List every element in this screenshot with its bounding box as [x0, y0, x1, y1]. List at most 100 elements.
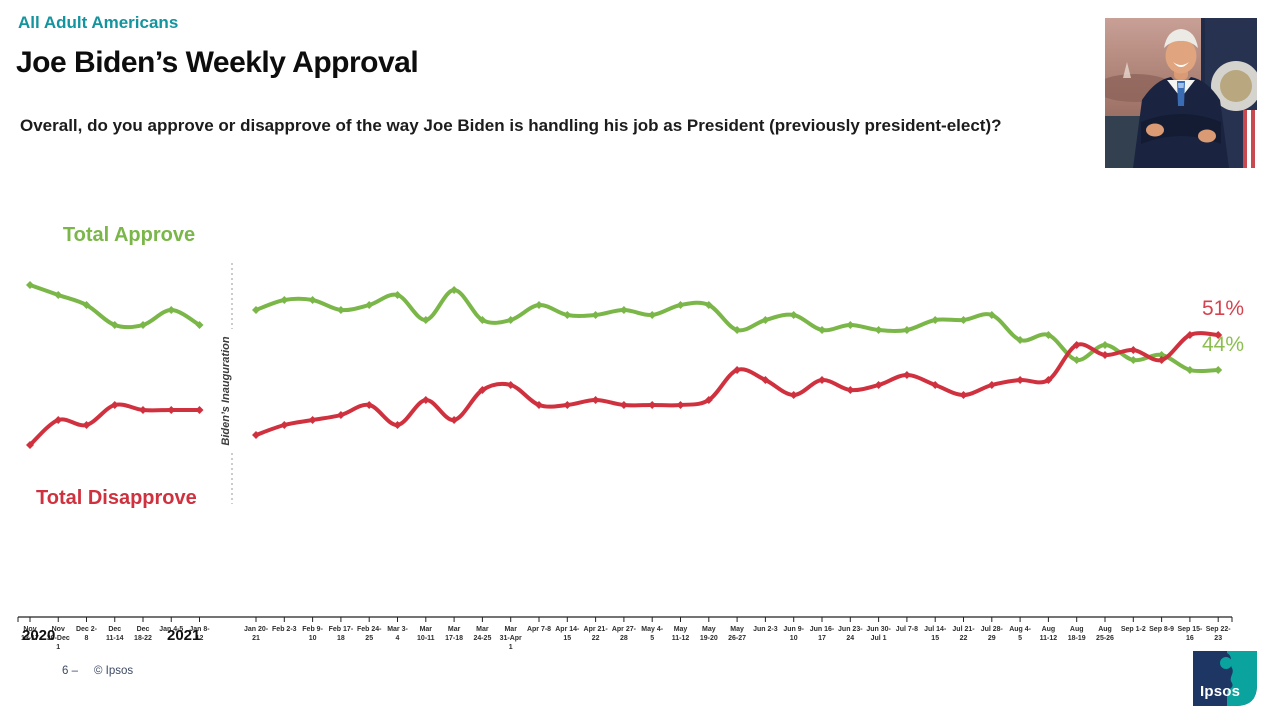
disapprove-marker — [1072, 341, 1081, 349]
approve-pre-marker — [26, 281, 34, 289]
axis-tick-label: Apr 7-8 — [527, 626, 551, 633]
approve-marker — [789, 311, 798, 319]
approve-end-value: 44% — [1202, 333, 1245, 356]
disapprove-line — [254, 331, 1221, 437]
approve-marker — [308, 296, 317, 304]
disapprove-marker — [676, 401, 685, 409]
disapprove-marker — [846, 386, 855, 394]
disapprove-marker — [931, 381, 940, 389]
disapprove-marker — [1214, 331, 1223, 339]
axis-tick-label: Dec 2-8 — [76, 626, 98, 642]
axis-tick-label: Aug 18-19 — [1068, 626, 1086, 642]
axis-tick-label: Mar 31-Apr 1 — [500, 626, 522, 651]
disapprove-marker — [704, 396, 713, 404]
inauguration-annotation: Biden’s Inauguration — [220, 336, 232, 445]
approve-marker — [704, 301, 713, 309]
disapprove-marker — [1101, 351, 1109, 359]
disapprove-marker — [1016, 376, 1025, 384]
year-label-2021: 2021 — [167, 627, 201, 644]
axis-tick-label: Aug 25-26 — [1096, 626, 1114, 642]
axis-tick-label: Jun 9-10 — [783, 626, 804, 642]
axis-tick-label: Mar 10-11 — [417, 626, 435, 642]
disapprove-end-value: 51% — [1202, 297, 1245, 320]
disapprove-marker — [252, 431, 260, 439]
approve-marker — [421, 316, 430, 324]
axis-tick-label: May 4-5 — [641, 626, 663, 642]
approve-pre-marker — [82, 301, 91, 309]
approve-marker — [1101, 341, 1109, 349]
disapprove-marker — [733, 366, 742, 374]
axis-tick-label: Aug 4-5 — [1009, 626, 1031, 642]
axis-tick-label: Jan 4-5 — [159, 626, 183, 633]
footer-note: 6 – © Ipsos — [62, 665, 133, 677]
disapprove-marker — [959, 391, 968, 399]
axis-tick-label: Jun 2-3 — [753, 626, 778, 633]
disapprove-marker — [902, 371, 911, 379]
axis-tick-label: Sep 22-23 — [1206, 626, 1232, 642]
axis-tick-label: Jun 30-Jul 1 — [866, 626, 891, 642]
disapprove-pre-marker — [26, 441, 34, 449]
disapprove-marker — [535, 401, 543, 409]
disapprove-marker — [506, 381, 515, 389]
axis-tick-label: Mar 3-4 — [387, 626, 408, 642]
approve-marker — [563, 311, 572, 319]
disapprove-marker — [619, 401, 628, 409]
approve-marker — [336, 306, 345, 314]
disapprove-marker — [789, 391, 798, 399]
disapprove-marker — [280, 421, 289, 429]
survey-question: Overall, do you approve or disapprove of… — [20, 116, 1002, 135]
axis-tick-label: May 19-20 — [700, 626, 718, 642]
approve-pre-marker — [110, 321, 119, 329]
axis-tick-label: Feb 2-3 — [272, 626, 297, 633]
approve-marker — [1016, 336, 1025, 344]
axis-tick-label: Mar 24-25 — [473, 626, 491, 642]
approve-pre-marker — [195, 321, 204, 329]
disapprove-marker — [1185, 331, 1194, 339]
disapprove-marker — [874, 381, 883, 389]
approve-marker — [450, 286, 459, 294]
disapprove-marker — [818, 376, 826, 384]
approve-marker — [1214, 366, 1223, 374]
approve-marker — [393, 291, 402, 299]
approve-marker — [846, 321, 855, 329]
approve-pre-marker — [54, 291, 63, 299]
approve-marker — [619, 306, 628, 314]
disapprove-pre-marker — [110, 401, 119, 409]
approve-marker — [1044, 331, 1053, 339]
disapprove-marker — [1129, 346, 1138, 354]
disapprove-legend: Total Disapprove — [36, 487, 197, 509]
approve-marker — [902, 326, 911, 334]
page-title: Joe Biden’s Weekly Approval — [16, 46, 419, 79]
disapprove-marker — [591, 396, 600, 404]
disapprove-marker — [1044, 376, 1053, 384]
disapprove-marker — [648, 401, 657, 409]
axis-tick-label: Jun 16-17 — [810, 626, 835, 642]
approve-marker — [252, 306, 260, 314]
axis-tick-label: May 11-12 — [672, 626, 690, 642]
axis-tick-label: Feb 17-18 — [329, 626, 354, 642]
axis-tick-label: Sep 15-16 — [1177, 626, 1203, 642]
approval-chart: Nov 13-17 Nov 30-Dec 1 Dec 2-8 Dec 11-14 Dec 18-2… — [17, 263, 1233, 651]
disapprove-marker — [365, 401, 374, 409]
axis-tick-label: Feb 24-25 — [357, 626, 382, 642]
disapprove-marker — [987, 381, 996, 389]
disapprove-pre-marker — [82, 421, 91, 429]
disapprove-marker — [478, 386, 487, 394]
approve-marker — [535, 301, 543, 309]
approve-pre-marker — [139, 321, 147, 329]
axis-tick-label: Feb 9-10 — [302, 626, 323, 642]
approve-marker — [733, 326, 742, 334]
axis-tick-label: Jun 23-24 — [838, 626, 863, 642]
approve-marker — [761, 316, 770, 324]
approve-marker — [280, 296, 289, 304]
approve-marker — [648, 311, 657, 319]
approve-marker — [987, 311, 996, 319]
approve-marker — [818, 326, 826, 334]
disapprove-marker — [393, 421, 402, 429]
copyright: © Ipsos — [94, 665, 134, 677]
axis-tick-label: Jul 7-8 — [896, 626, 918, 633]
biden-photo — [1105, 18, 1257, 168]
approve-marker — [676, 301, 685, 309]
ipsos-logo: Ipsos — [1193, 651, 1257, 706]
